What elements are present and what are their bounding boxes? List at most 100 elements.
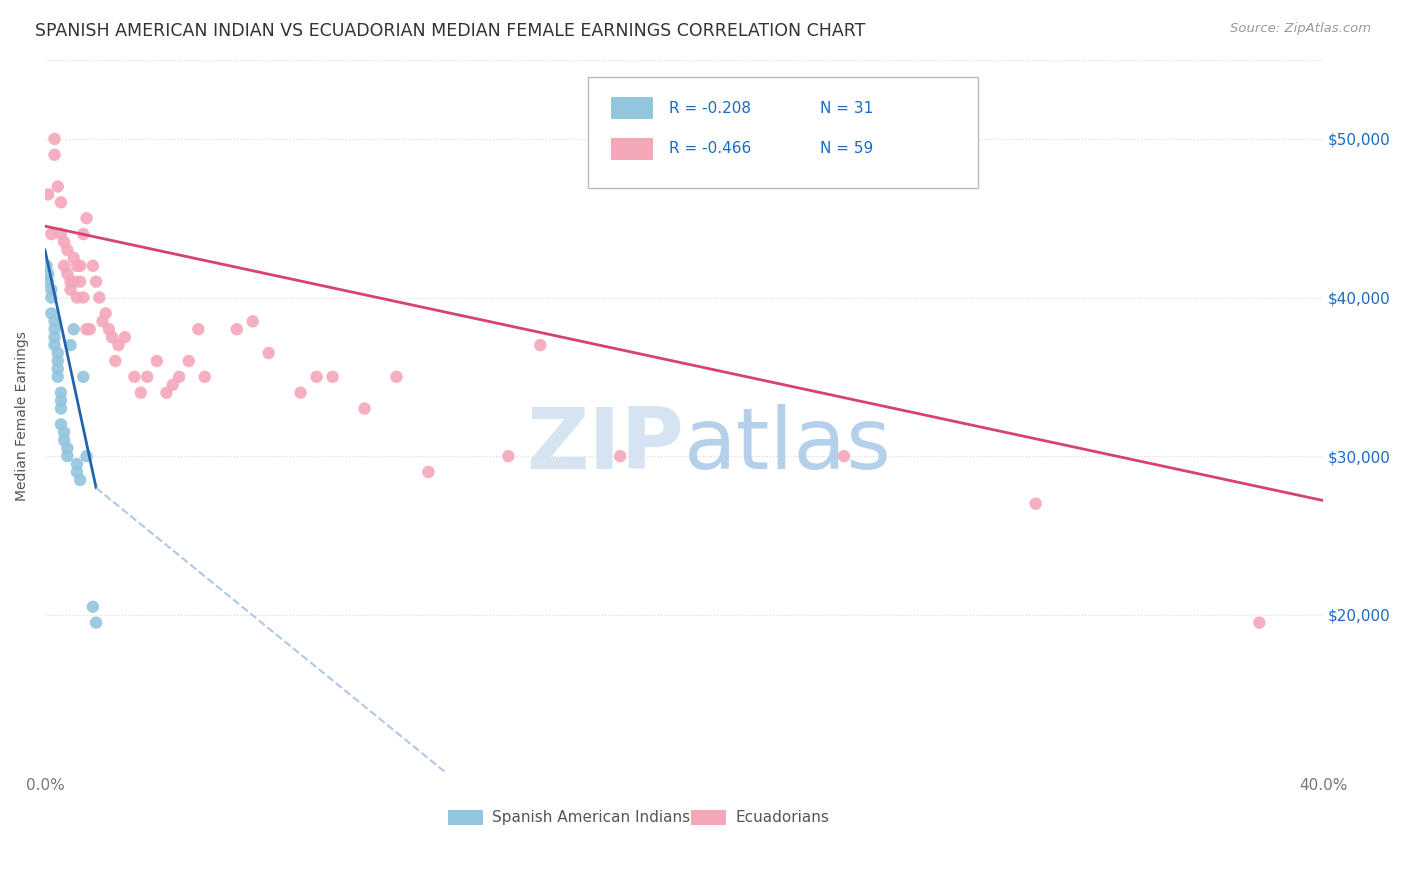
Text: R = -0.466: R = -0.466	[669, 141, 751, 156]
Point	[53, 425, 76, 440]
Point	[72, 227, 94, 241]
Point	[41, 306, 63, 320]
Point	[35, 259, 58, 273]
Point	[97, 322, 120, 336]
Point	[46, 346, 69, 360]
Point	[49, 195, 72, 210]
Point	[322, 369, 344, 384]
Point	[66, 457, 89, 471]
Point	[49, 401, 72, 416]
Point	[62, 251, 84, 265]
Text: Source: ZipAtlas.com: Source: ZipAtlas.com	[1230, 22, 1371, 36]
Point	[46, 179, 69, 194]
Point	[290, 385, 312, 400]
Point	[162, 377, 184, 392]
Point	[59, 275, 82, 289]
Point	[305, 369, 328, 384]
Point	[59, 283, 82, 297]
Point	[69, 259, 91, 273]
Point	[155, 385, 177, 400]
Point	[1249, 615, 1271, 630]
Point	[832, 449, 855, 463]
Point	[44, 148, 66, 162]
Point	[82, 259, 104, 273]
Text: Ecuadorians: Ecuadorians	[735, 810, 830, 825]
Point	[76, 211, 98, 226]
Point	[62, 275, 84, 289]
Point	[91, 314, 114, 328]
Point	[56, 243, 79, 257]
Point	[66, 465, 89, 479]
Point	[76, 322, 98, 336]
Text: SPANISH AMERICAN INDIAN VS ECUADORIAN MEDIAN FEMALE EARNINGS CORRELATION CHART: SPANISH AMERICAN INDIAN VS ECUADORIAN ME…	[35, 22, 866, 40]
Point	[69, 473, 91, 487]
Point	[53, 259, 76, 273]
Text: atlas: atlas	[685, 403, 893, 486]
FancyBboxPatch shape	[612, 97, 654, 119]
Text: N = 31: N = 31	[820, 101, 873, 116]
Point	[72, 291, 94, 305]
Point	[104, 354, 127, 368]
Point	[44, 330, 66, 344]
Point	[84, 615, 107, 630]
Point	[53, 235, 76, 249]
Point	[167, 369, 190, 384]
Point	[37, 267, 59, 281]
Point	[82, 599, 104, 614]
Point	[242, 314, 264, 328]
Point	[59, 338, 82, 352]
Point	[53, 434, 76, 448]
Point	[385, 369, 408, 384]
Point	[76, 449, 98, 463]
Point	[49, 417, 72, 432]
Point	[353, 401, 375, 416]
Point	[177, 354, 200, 368]
Point	[49, 385, 72, 400]
Point	[187, 322, 209, 336]
Point	[114, 330, 136, 344]
Point	[41, 291, 63, 305]
Point	[37, 187, 59, 202]
Point	[498, 449, 520, 463]
Point	[101, 330, 124, 344]
Point	[56, 449, 79, 463]
Point	[89, 291, 111, 305]
Point	[124, 369, 146, 384]
Point	[94, 306, 117, 320]
Point	[72, 369, 94, 384]
FancyBboxPatch shape	[447, 810, 484, 825]
Point	[56, 267, 79, 281]
Point	[225, 322, 247, 336]
Point	[136, 369, 159, 384]
Point	[1025, 497, 1047, 511]
Point	[107, 338, 129, 352]
Point	[44, 132, 66, 146]
Point	[49, 227, 72, 241]
Point	[418, 465, 440, 479]
Point	[37, 275, 59, 289]
Point	[609, 449, 631, 463]
Point	[257, 346, 280, 360]
Point	[129, 385, 152, 400]
Point	[529, 338, 551, 352]
Point	[56, 441, 79, 455]
Point	[44, 314, 66, 328]
Text: R = -0.208: R = -0.208	[669, 101, 751, 116]
Point	[44, 338, 66, 352]
Point	[66, 291, 89, 305]
FancyBboxPatch shape	[690, 810, 727, 825]
Text: Spanish American Indians: Spanish American Indians	[492, 810, 690, 825]
Point	[66, 259, 89, 273]
Point	[62, 322, 84, 336]
Text: N = 59: N = 59	[820, 141, 873, 156]
FancyBboxPatch shape	[612, 138, 654, 160]
Point	[41, 227, 63, 241]
Point	[46, 362, 69, 376]
Point	[69, 275, 91, 289]
Point	[46, 354, 69, 368]
Point	[194, 369, 217, 384]
Point	[44, 322, 66, 336]
Point	[79, 322, 101, 336]
Text: ZIP: ZIP	[526, 403, 685, 486]
Point	[84, 275, 107, 289]
